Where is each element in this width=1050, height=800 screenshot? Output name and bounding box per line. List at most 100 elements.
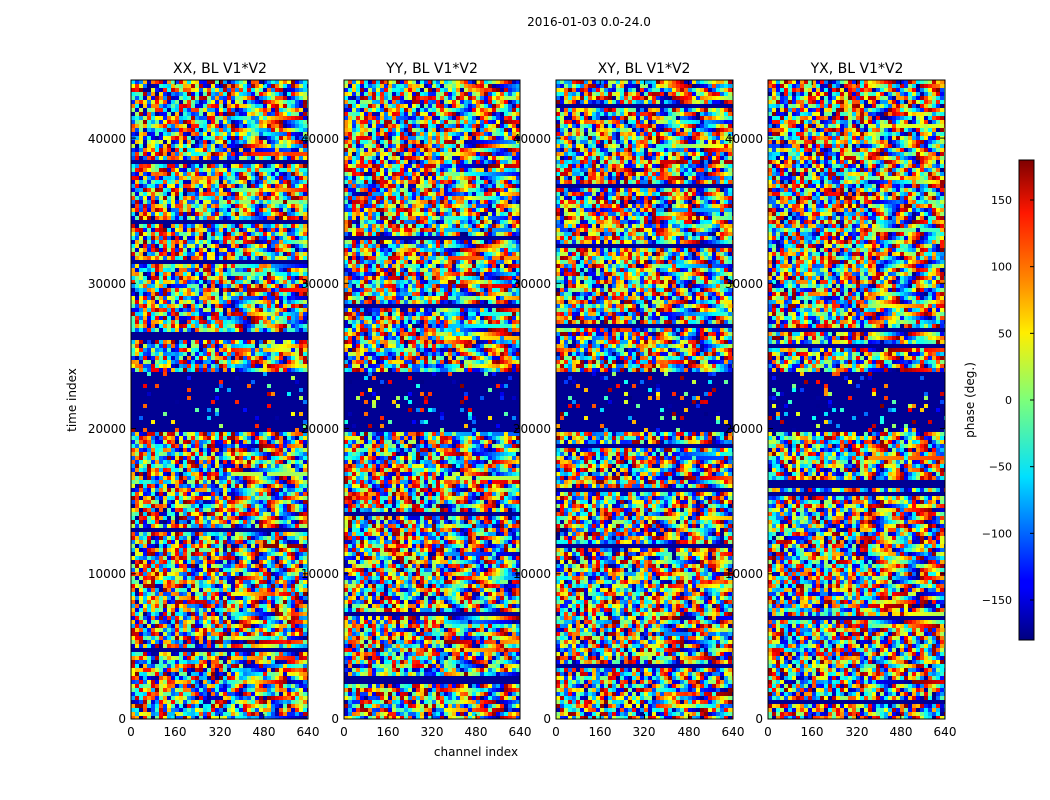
heatmap-cell — [211, 336, 215, 340]
heatmap-cell — [227, 448, 231, 452]
heatmap-cell — [271, 148, 275, 152]
heatmap-cell — [195, 324, 199, 328]
heatmap-cell — [271, 436, 275, 440]
heatmap-cell — [287, 192, 291, 196]
heatmap-cell — [251, 364, 255, 368]
heatmap-cell — [255, 148, 259, 152]
heatmap-cell — [159, 468, 163, 472]
heatmap-cell — [159, 476, 163, 480]
heatmap-cell — [287, 380, 291, 384]
heatmap-cell — [139, 124, 143, 128]
heatmap-cell — [243, 520, 247, 524]
heatmap-cell — [215, 404, 219, 408]
heatmap-cell — [255, 328, 259, 332]
heatmap-cell — [139, 248, 143, 252]
heatmap-cell — [215, 244, 219, 248]
heatmap-cell — [139, 412, 143, 416]
heatmap-cell — [299, 244, 303, 248]
heatmap-cell — [243, 140, 247, 144]
heatmap-cell — [303, 460, 307, 464]
heatmap-cell — [247, 276, 251, 280]
heatmap-cell — [291, 280, 295, 284]
heatmap-cell — [263, 436, 267, 440]
heatmap-cell — [151, 124, 155, 128]
heatmap-cell — [231, 192, 235, 196]
heatmap-cell — [175, 228, 179, 232]
heatmap-cell — [139, 220, 143, 224]
heatmap-cell — [135, 520, 139, 524]
heatmap-cell — [163, 516, 167, 520]
heatmap-cell — [219, 144, 223, 148]
heatmap-cell — [199, 332, 203, 336]
heatmap-cell — [211, 92, 215, 96]
heatmap-cell — [259, 132, 263, 136]
heatmap-cell — [271, 324, 275, 328]
heatmap-cell — [235, 220, 239, 224]
heatmap-cell — [143, 280, 147, 284]
heatmap-cell — [279, 356, 283, 360]
heatmap-cell — [263, 448, 267, 452]
heatmap-cell — [231, 428, 235, 432]
heatmap-cell — [251, 512, 255, 516]
heatmap-cell — [151, 468, 155, 472]
heatmap-cell — [219, 280, 223, 284]
heatmap-cell — [279, 120, 283, 124]
heatmap-cell — [235, 104, 239, 108]
heatmap-cell — [151, 100, 155, 104]
heatmap-cell — [231, 220, 235, 224]
heatmap-cell — [263, 172, 267, 176]
heatmap-cell — [211, 240, 215, 244]
heatmap-cell — [187, 464, 191, 468]
heatmap-cell — [247, 420, 251, 424]
heatmap-cell — [227, 212, 231, 216]
heatmap-cell — [211, 96, 215, 100]
heatmap-cell — [255, 488, 259, 492]
heatmap-cell — [159, 316, 163, 320]
heatmap-cell — [291, 128, 295, 132]
heatmap-cell — [199, 512, 203, 516]
heatmap-cell — [275, 140, 279, 144]
heatmap-cell — [191, 520, 195, 524]
heatmap-cell — [279, 408, 283, 412]
heatmap-cell — [299, 440, 303, 444]
heatmap-cell — [195, 316, 199, 320]
heatmap-cell — [275, 464, 279, 468]
heatmap-cell — [167, 232, 171, 236]
heatmap-cell — [207, 288, 211, 292]
heatmap-cell — [167, 188, 171, 192]
heatmap-cell — [135, 100, 139, 104]
heatmap-cell — [231, 416, 235, 420]
heatmap-cell — [227, 460, 231, 464]
heatmap-cell — [227, 496, 231, 500]
heatmap-cell — [131, 232, 135, 236]
heatmap-cell — [183, 316, 187, 320]
heatmap-cell — [131, 108, 135, 112]
heatmap-cell — [175, 144, 179, 148]
heatmap-cell — [275, 260, 279, 264]
heatmap-cell — [227, 412, 231, 416]
heatmap-cell — [275, 432, 279, 436]
heatmap-cell — [275, 468, 279, 472]
heatmap-cell — [243, 304, 247, 308]
heatmap-cell — [171, 404, 175, 408]
heatmap-cell — [215, 516, 219, 520]
heatmap-cell — [255, 388, 259, 392]
heatmap-cell — [239, 320, 243, 324]
heatmap-cell — [255, 228, 259, 232]
heatmap-cell — [191, 96, 195, 100]
heatmap-cell — [211, 388, 215, 392]
heatmap-cell — [259, 440, 263, 444]
heatmap-cell — [283, 416, 287, 420]
heatmap-cell — [267, 364, 271, 368]
heatmap-cell — [163, 160, 167, 164]
heatmap-cell — [275, 272, 279, 276]
heatmap-cell — [199, 432, 203, 436]
heatmap-cell — [279, 400, 283, 404]
heatmap-cell — [259, 136, 263, 140]
heatmap-cell — [151, 116, 155, 120]
heatmap-cell — [295, 332, 299, 336]
heatmap-cell — [199, 192, 203, 196]
heatmap-cell — [203, 420, 207, 424]
heatmap-cell — [295, 372, 299, 376]
heatmap-cell — [155, 332, 159, 336]
